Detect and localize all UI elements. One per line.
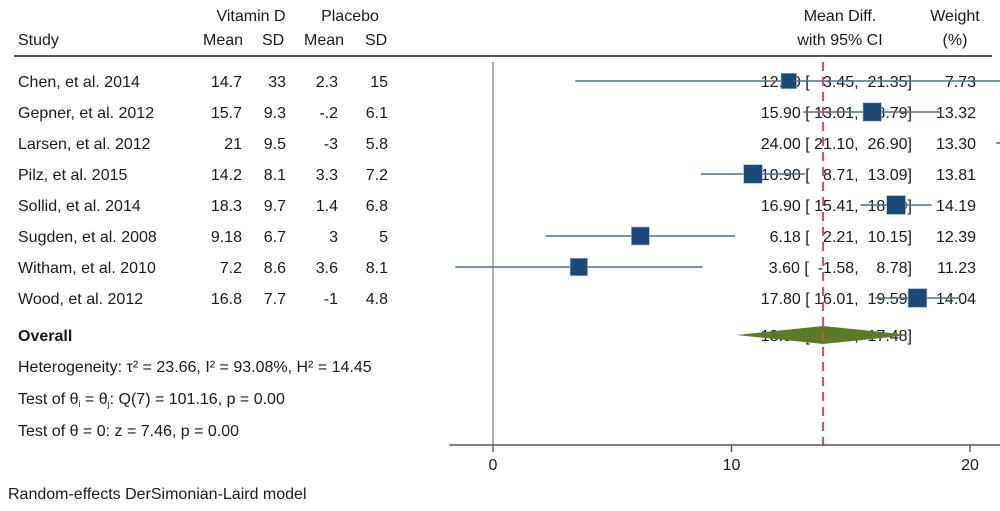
header-effect-line1: Mean Diff. (803, 8, 877, 25)
ci-text: 15.90 [ 13.01, 18.79] (760, 105, 912, 122)
vd-sd: 9.5 (263, 136, 286, 153)
header-vd-mean: Mean (203, 32, 244, 49)
header-divider-right (292, 55, 992, 57)
study-name: Chen, et al. 2014 (18, 74, 140, 91)
weight-text: 11.23 (937, 260, 976, 277)
header-weight-line2: (%) (942, 32, 968, 49)
header-pl-mean: Mean (304, 32, 345, 49)
vd-mean: 15.7 (210, 105, 242, 122)
pl-mean: 3 (329, 229, 338, 246)
pl-mean: -1 (323, 291, 338, 308)
vd-mean: 7.2 (219, 260, 242, 277)
test-zero-text: Test of θ = 0: z = 7.46, p = 0.00 (18, 423, 240, 440)
weight-text: 13.32 (935, 105, 976, 122)
x-axis-tick-label: 10 (723, 457, 741, 474)
pl-sd: 6.8 (365, 198, 388, 215)
header-divider (14, 55, 292, 57)
vd-sd: 8.1 (263, 167, 286, 184)
study-marker (569, 258, 588, 276)
header-effect-line2: with 95% CI (797, 32, 883, 49)
pl-mean: 2.3 (315, 74, 338, 91)
vd-mean: 18.3 (210, 198, 242, 215)
overall-label: Overall (18, 328, 73, 345)
vd-mean: 21 (224, 136, 242, 153)
study-name: Larsen, et al. 2012 (18, 136, 151, 153)
test-equal-sub-j: j (107, 399, 110, 409)
weight-text: 14.19 (935, 198, 976, 215)
study-marker (743, 164, 763, 184)
x-axis-tick-label: 20 (961, 457, 979, 474)
ci-text: 3.60 [ -1.58, 8.78] (768, 260, 912, 277)
vd-mean: 16.8 (210, 291, 242, 308)
test-equal-text: Test of θi = θj: Q(7) = 101.16, p = 0.00 (18, 391, 285, 413)
ci-text: 10.90 [ 8.71, 13.09] (760, 167, 912, 184)
vd-sd: 6.7 (263, 229, 286, 246)
pl-mean: -.2 (319, 105, 338, 122)
pl-sd: 15 (370, 74, 388, 91)
vd-mean: 14.2 (210, 167, 242, 184)
pl-sd: 6.1 (365, 105, 388, 122)
weight-text: 12.39 (935, 229, 976, 246)
weight-text: 7.73 (944, 74, 976, 91)
pl-mean: 1.4 (315, 198, 338, 215)
pl-sd: 4.8 (365, 291, 388, 308)
x-axis-tick-label: 0 (489, 457, 498, 474)
study-marker (862, 102, 882, 122)
header-group2: Placebo (321, 8, 379, 25)
study-name: Wood, et al. 2012 (18, 291, 144, 308)
pl-sd: 8.1 (365, 260, 388, 277)
vd-sd: 7.7 (263, 291, 286, 308)
vd-sd: 9.3 (263, 105, 286, 122)
footnote: Random-effects DerSimonian-Laird model (8, 486, 307, 503)
header-vd-sd: SD (262, 32, 285, 49)
study-marker (886, 195, 906, 215)
pl-sd: 7.2 (365, 167, 388, 184)
test-equal-pre: Test of θ (18, 391, 79, 408)
vd-sd: 33 (268, 74, 286, 91)
study-name: Sugden, et al. 2008 (18, 229, 157, 246)
study-name: Pilz, et al. 2015 (18, 167, 128, 184)
study-marker (907, 288, 928, 308)
vd-sd: 8.6 (263, 260, 286, 277)
pl-mean: 3.6 (315, 260, 338, 277)
test-equal-sub-i: i (78, 399, 81, 409)
ci-text: 6.18 [ 2.21, 10.15] (769, 229, 912, 246)
vd-mean: 9.18 (210, 229, 242, 246)
pl-mean: -3 (323, 136, 338, 153)
pl-mean: 3.3 (315, 167, 338, 184)
header-study: Study (18, 32, 59, 49)
header-pl-sd: SD (365, 32, 388, 49)
test-equal-post: : Q(7) = 101.16, p = 0.00 (109, 391, 285, 408)
ci-text: 24.00 [ 21.10, 26.90] (760, 136, 912, 153)
weight-text: 13.30 (935, 136, 976, 153)
pl-sd: 5.8 (365, 136, 388, 153)
study-name: Gepner, et al. 2012 (18, 105, 155, 122)
vd-mean: 14.7 (210, 74, 242, 91)
study-name: Witham, et al. 2010 (18, 260, 156, 277)
pl-sd: 5 (379, 229, 388, 246)
test-equal-mid: = θ (80, 391, 108, 408)
weight-text: 13.81 (935, 167, 976, 184)
study-marker (780, 72, 797, 90)
study-name: Sollid, et al. 2014 (18, 198, 141, 215)
header-weight-line1: Weight (930, 8, 980, 25)
vd-sd: 9.7 (263, 198, 286, 215)
study-marker (631, 226, 650, 246)
header-group1: Vitamin D (216, 8, 286, 25)
ci-text: 17.80 [ 16.01, 19.59] (760, 291, 912, 308)
heterogeneity-text: Heterogeneity: τ² = 23.66, I² = 93.08%, … (18, 359, 372, 376)
weight-text: 14.04 (935, 291, 976, 308)
